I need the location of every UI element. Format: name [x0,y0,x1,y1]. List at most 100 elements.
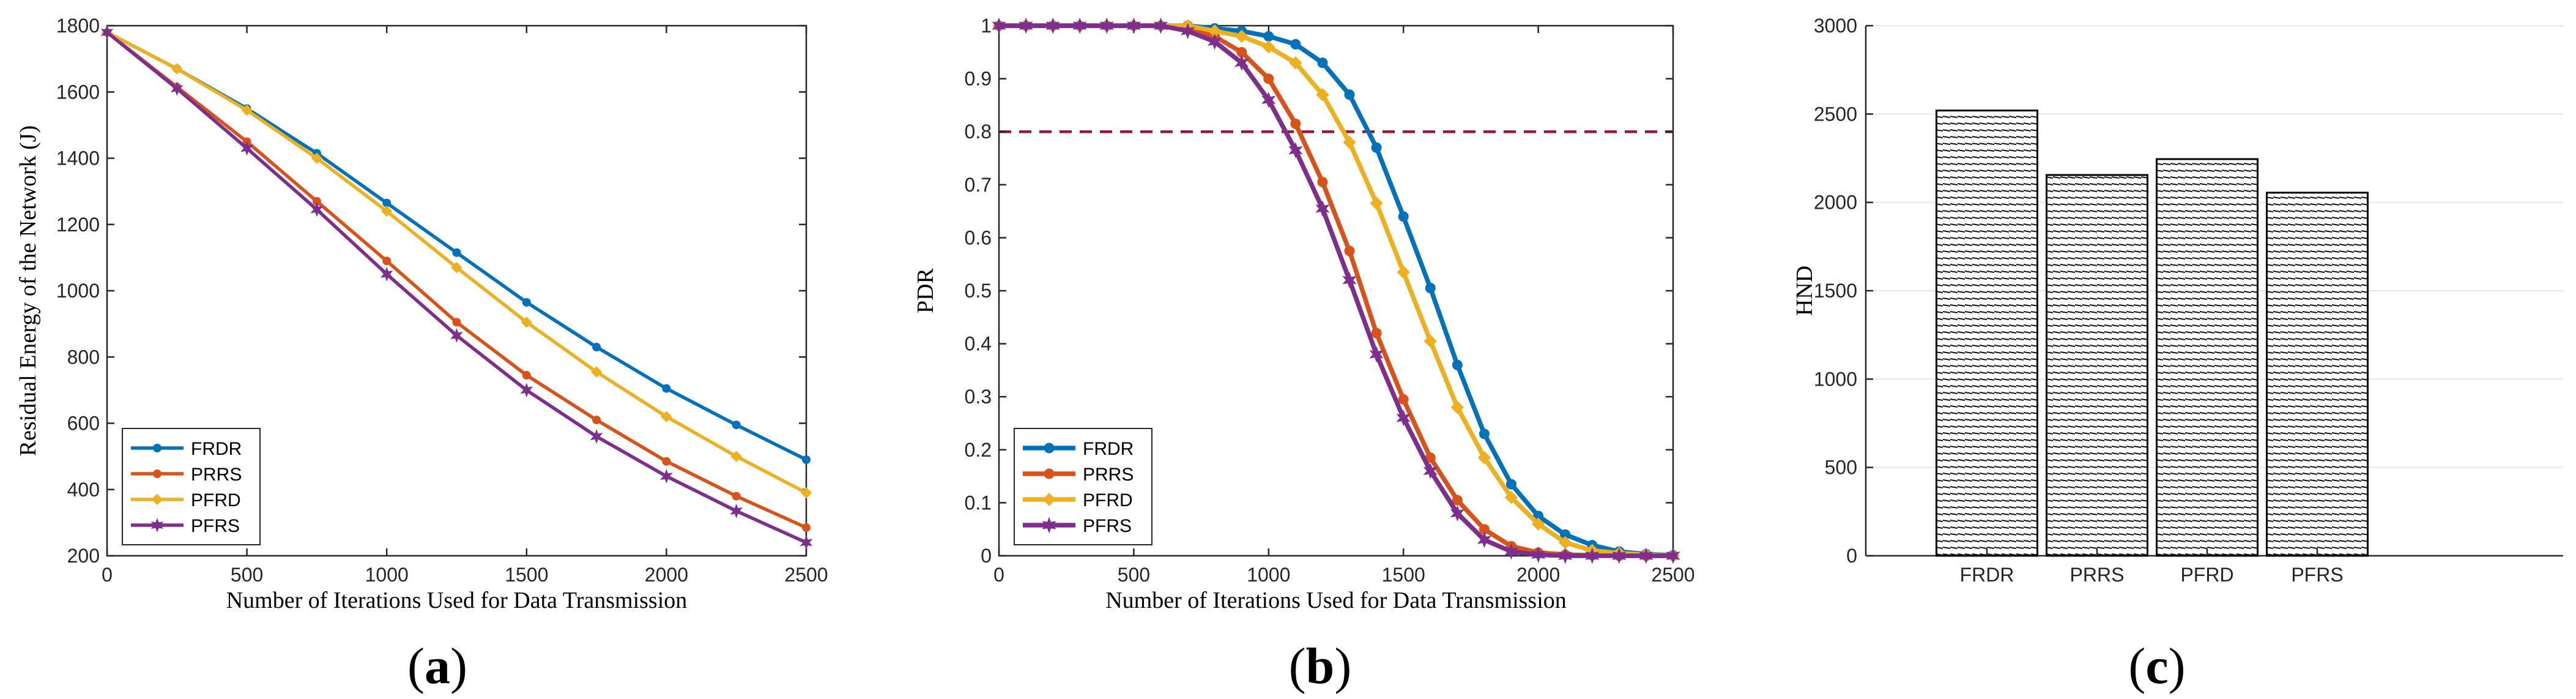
data-point [1153,17,1168,34]
x-tick-label: 2500 [784,564,828,586]
y-tick-label: 800 [67,346,100,368]
data-point [522,371,531,380]
data-point [240,141,253,156]
data-point [1234,54,1249,72]
data-point [661,411,672,422]
data-point [1019,17,1033,34]
legend-marker [150,518,164,533]
legend-label-prrs: PRRS [191,465,242,485]
x-tick-label: 500 [231,564,263,586]
y-tick-label: 0.6 [965,226,992,249]
data-point [1371,142,1382,153]
data-point [1398,394,1409,405]
x-tick-label: 1000 [365,564,409,586]
data-point [1235,29,1249,43]
data-point [730,450,742,462]
data-point [1666,547,1680,564]
data-point [1585,547,1600,564]
data-point [1290,39,1301,50]
data-point [1290,118,1301,129]
data-point [590,429,603,444]
y-tick-label: 1500 [1814,280,1857,302]
y-tick-label: 1400 [56,148,100,170]
data-point [451,261,462,274]
series-line-pfrs [999,23,1673,558]
y-tick-label: 2500 [1814,103,1857,125]
data-point [1425,283,1436,294]
legend-label-pfrs: PFRS [191,516,240,536]
data-point [1504,491,1518,504]
legend-marker [153,444,161,452]
bar-pfrs [2266,192,2369,557]
data-point [1126,17,1141,34]
legend: FRDR PRRS PFRD PFRS [122,428,261,545]
data-point [1261,91,1276,108]
data-point [1423,334,1437,348]
data-point [100,24,114,40]
legend-marker [151,493,163,506]
x-tick-label-pfrd: PFRD [2180,564,2233,586]
data-point [1370,196,1383,210]
data-point [1344,89,1355,100]
data-point [1452,495,1463,506]
y-axis-label: PDR [913,267,938,313]
data-point [802,455,811,465]
data-point [662,384,671,393]
panel-label-c: (c) [2128,638,2186,695]
data-point [1207,33,1222,50]
legend-marker [1042,493,1056,506]
data-point [170,81,184,96]
series-markers-pfrs [992,17,1680,564]
y-tick-label: 1000 [56,280,100,302]
data-point [521,316,533,328]
y-tick-label: 1800 [56,15,100,37]
y-tick-label: 0.9 [965,68,992,90]
data-point [1504,543,1519,560]
data-point [1423,462,1438,479]
data-point [1316,88,1329,102]
y-tick-label: 400 [67,479,100,501]
x-tick-label: 2000 [1516,564,1560,586]
data-point [522,297,531,307]
data-point [1506,479,1517,490]
data-point [1477,451,1491,465]
y-tick-label: 3000 [1814,15,1857,37]
legend-label-pfrd: PFRD [191,490,241,510]
data-point [592,343,601,352]
data-point [452,318,461,327]
data-point [380,266,393,282]
bar-frdr [1936,110,2038,557]
data-point [1344,245,1355,256]
panel-label-b: (b) [1288,638,1352,695]
data-point [1288,142,1303,159]
bar-prrs [2046,174,2148,557]
x-tick-label-prrs: PRRS [2070,564,2125,586]
panel-label-a: (a) [407,638,467,695]
x-tick-label: 1000 [1247,564,1290,586]
data-point [1639,547,1654,564]
chart-b-pdr: 0 500 1000 1500 2000 2500 0 0.1 0.2 0.3 0.4 0.5 0.6 0… [913,15,1695,613]
data-point [241,104,253,116]
legend-label-pfrs: PFRS [1083,516,1132,536]
data-point [732,421,741,430]
data-point [171,63,183,75]
data-point [1531,517,1545,531]
x-tick-label-frdr: FRDR [1960,564,2014,586]
data-point [1072,17,1087,34]
y-tick-label: 1000 [1814,368,1857,390]
data-point [1531,546,1546,563]
y-tick-label: 2000 [1814,192,1857,214]
data-point [1477,531,1492,548]
y-tick-label: 0.7 [965,174,992,196]
data-point [800,487,812,499]
series-markers-pfrs [100,24,813,550]
x-tick-label: 2500 [1651,564,1694,586]
data-point [1342,272,1357,289]
data-point [1450,505,1465,522]
legend-label-frdr: FRDR [1083,439,1134,459]
y-tick-label: 1 [981,15,992,37]
data-point [1369,346,1384,363]
data-point [1396,409,1411,427]
data-point [450,328,463,343]
legend-marker [153,469,161,478]
